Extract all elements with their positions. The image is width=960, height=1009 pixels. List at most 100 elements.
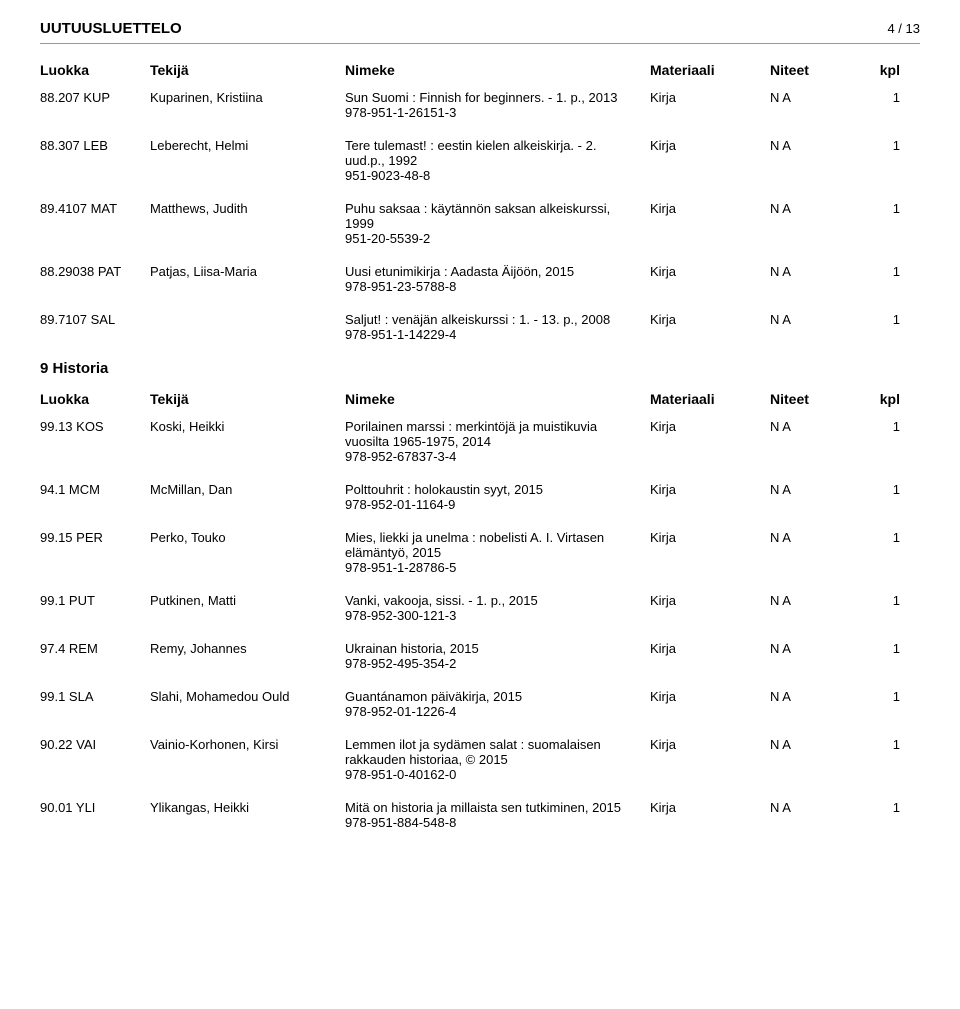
cell-luokka: 90.22 VAI [40,737,150,752]
cell-kpl: 1 [850,419,900,434]
table-row: 99.15 PERPerko, ToukoMies, liekki ja une… [40,530,920,575]
cell-tekija: Patjas, Liisa-Maria [150,264,345,279]
cell-nimeke-text: Ukrainan historia, 2015 [345,641,479,656]
cell-nimeke-text: Mies, liekki ja unelma : nobelisti A. I.… [345,530,604,560]
cell-isbn: 978-951-23-5788-8 [345,279,630,294]
cell-nimeke-text: Sun Suomi : Finnish for beginners. - 1. … [345,90,617,105]
column-headers-2: Luokka Tekijä Nimeke Materiaali Niteet k… [40,391,920,407]
cell-tekija: Slahi, Mohamedou Ould [150,689,345,704]
cell-nimeke: Porilainen marssi : merkintöjä ja muisti… [345,419,650,464]
cell-niteet: N A [770,530,850,545]
cell-tekija: Remy, Johannes [150,641,345,656]
cell-luokka: 99.1 SLA [40,689,150,704]
cell-nimeke-text: Puhu saksaa : käytännön saksan alkeiskur… [345,201,610,231]
col-header-materiaali: Materiaali [650,391,770,407]
cell-luokka: 94.1 MCM [40,482,150,497]
cell-kpl: 1 [850,264,900,279]
cell-niteet: N A [770,90,850,105]
cell-niteet: N A [770,138,850,153]
table-row: 88.207 KUPKuparinen, KristiinaSun Suomi … [40,90,920,120]
cell-luokka: 99.1 PUT [40,593,150,608]
section2-title: 9 Historia [40,360,920,377]
cell-niteet: N A [770,689,850,704]
cell-niteet: N A [770,593,850,608]
col-header-niteet: Niteet [770,62,850,78]
cell-nimeke-text: Tere tulemast! : eestin kielen alkeiskir… [345,138,596,168]
cell-nimeke: Ukrainan historia, 2015978-952-495-354-2 [345,641,650,671]
page-total: 13 [906,21,920,36]
cell-isbn: 978-951-1-28786-5 [345,560,630,575]
cell-nimeke-text: Vanki, vakooja, sissi. - 1. p., 2015 [345,593,538,608]
cell-luokka: 88.29038 PAT [40,264,150,279]
cell-luokka: 89.7107 SAL [40,312,150,327]
cell-materiaali: Kirja [650,800,770,815]
section2-rows: 99.13 KOSKoski, HeikkiPorilainen marssi … [40,419,920,830]
table-row: 99.1 SLASlahi, Mohamedou OuldGuantánamon… [40,689,920,719]
header-title: UUTUUSLUETTELO [40,20,182,37]
section1-rows: 88.207 KUPKuparinen, KristiinaSun Suomi … [40,90,920,342]
cell-nimeke: Puhu saksaa : käytännön saksan alkeiskur… [345,201,650,246]
cell-luokka: 88.307 LEB [40,138,150,153]
col-header-kpl: kpl [850,391,900,407]
cell-niteet: N A [770,737,850,752]
cell-kpl: 1 [850,530,900,545]
cell-luokka: 90.01 YLI [40,800,150,815]
cell-kpl: 1 [850,90,900,105]
table-row: 90.01 YLIYlikangas, HeikkiMitä on histor… [40,800,920,830]
cell-tekija: McMillan, Dan [150,482,345,497]
cell-niteet: N A [770,419,850,434]
cell-nimeke-text: Lemmen ilot ja sydämen salat : suomalais… [345,737,601,767]
col-header-luokka: Luokka [40,391,150,407]
cell-luokka: 97.4 REM [40,641,150,656]
col-header-tekija: Tekijä [150,391,345,407]
cell-materiaali: Kirja [650,264,770,279]
cell-nimeke: Guantánamon päiväkirja, 2015978-952-01-1… [345,689,650,719]
cell-tekija: Matthews, Judith [150,201,345,216]
cell-niteet: N A [770,201,850,216]
cell-isbn: 978-952-67837-3-4 [345,449,630,464]
cell-nimeke: Uusi etunimikirja : Aadasta Äijöön, 2015… [345,264,650,294]
cell-tekija: Putkinen, Matti [150,593,345,608]
cell-materiaali: Kirja [650,482,770,497]
cell-isbn: 978-952-495-354-2 [345,656,630,671]
cell-isbn: 978-952-300-121-3 [345,608,630,623]
cell-nimeke-text: Mitä on historia ja millaista sen tutkim… [345,800,621,815]
cell-materiaali: Kirja [650,419,770,434]
cell-kpl: 1 [850,593,900,608]
cell-kpl: 1 [850,482,900,497]
cell-materiaali: Kirja [650,737,770,752]
col-header-nimeke: Nimeke [345,62,650,78]
column-headers: Luokka Tekijä Nimeke Materiaali Niteet k… [40,62,920,78]
cell-materiaali: Kirja [650,593,770,608]
col-header-materiaali: Materiaali [650,62,770,78]
cell-materiaali: Kirja [650,312,770,327]
col-header-niteet: Niteet [770,391,850,407]
cell-nimeke-text: Uusi etunimikirja : Aadasta Äijöön, 2015 [345,264,574,279]
cell-nimeke: Vanki, vakooja, sissi. - 1. p., 2015978-… [345,593,650,623]
cell-isbn: 978-952-01-1164-9 [345,497,630,512]
cell-materiaali: Kirja [650,90,770,105]
cell-nimeke: Saljut! : venäjän alkeiskurssi : 1. - 13… [345,312,650,342]
cell-isbn: 978-951-1-14229-4 [345,327,630,342]
cell-nimeke: Polttouhrit : holokaustin syyt, 2015978-… [345,482,650,512]
cell-luokka: 89.4107 MAT [40,201,150,216]
cell-isbn: 978-951-884-548-8 [345,815,630,830]
cell-nimeke-text: Saljut! : venäjän alkeiskurssi : 1. - 13… [345,312,610,327]
cell-niteet: N A [770,264,850,279]
cell-kpl: 1 [850,201,900,216]
cell-luokka: 99.15 PER [40,530,150,545]
cell-niteet: N A [770,800,850,815]
cell-materiaali: Kirja [650,201,770,216]
cell-materiaali: Kirja [650,530,770,545]
cell-tekija: Leberecht, Helmi [150,138,345,153]
cell-tekija: Ylikangas, Heikki [150,800,345,815]
cell-nimeke: Tere tulemast! : eestin kielen alkeiskir… [345,138,650,183]
cell-materiaali: Kirja [650,689,770,704]
cell-kpl: 1 [850,689,900,704]
cell-nimeke: Lemmen ilot ja sydämen salat : suomalais… [345,737,650,782]
cell-luokka: 88.207 KUP [40,90,150,105]
cell-tekija: Koski, Heikki [150,419,345,434]
cell-materiaali: Kirja [650,641,770,656]
cell-tekija: Vainio-Korhonen, Kirsi [150,737,345,752]
col-header-kpl: kpl [850,62,900,78]
